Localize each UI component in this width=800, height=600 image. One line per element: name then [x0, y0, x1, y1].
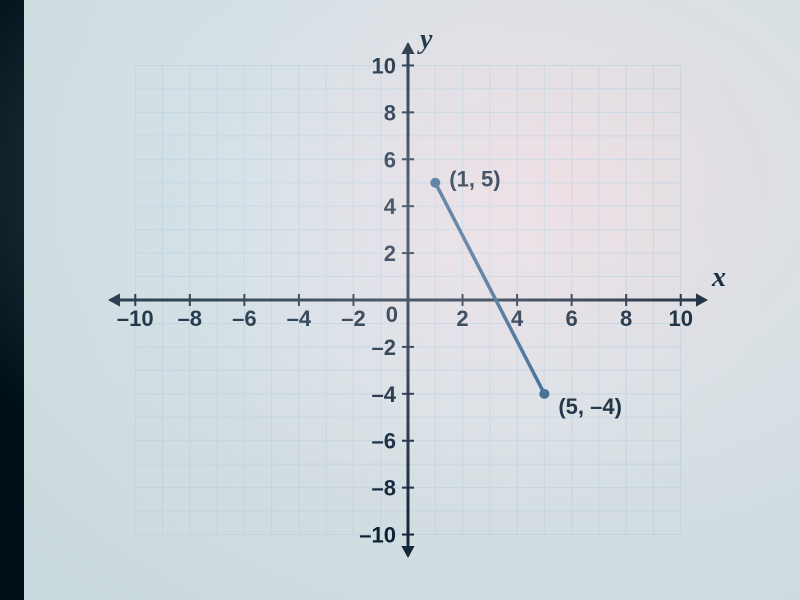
svg-text:–10: –10: [117, 306, 154, 331]
svg-text:0: 0: [386, 302, 398, 327]
svg-text:–2: –2: [341, 306, 365, 331]
svg-text:(5, –4): (5, –4): [558, 394, 622, 419]
svg-text:–10: –10: [359, 523, 396, 548]
svg-text:–8: –8: [372, 476, 396, 501]
coordinate-plane-chart: –10 –8 –6 –4 –2 2 4 6 8 10 –10 –8 –6 –4 –2 2 4 6 8 10 0 x y (1,…: [50, 8, 750, 592]
svg-text:–2: –2: [372, 335, 396, 360]
svg-text:–6: –6: [372, 429, 396, 454]
svg-text:8: 8: [620, 306, 632, 331]
svg-text:y: y: [417, 24, 433, 55]
svg-text:–4: –4: [287, 306, 312, 331]
svg-text:10: 10: [668, 306, 692, 331]
svg-text:6: 6: [566, 306, 578, 331]
svg-text:4: 4: [384, 194, 397, 219]
svg-text:8: 8: [384, 100, 396, 125]
svg-text:x: x: [711, 262, 726, 293]
svg-text:2: 2: [384, 241, 396, 266]
svg-text:–4: –4: [372, 382, 397, 407]
screen-edge-dark: [0, 0, 24, 600]
svg-text:(1, 5): (1, 5): [449, 167, 500, 192]
svg-text:2: 2: [456, 306, 468, 331]
chart-svg: –10 –8 –6 –4 –2 2 4 6 8 10 –10 –8 –6 –4 –2 2 4 6 8 10 0 x y (1,…: [50, 8, 750, 592]
svg-text:6: 6: [384, 147, 396, 172]
svg-text:–8: –8: [178, 306, 202, 331]
svg-text:10: 10: [372, 53, 396, 78]
svg-text:4: 4: [511, 306, 524, 331]
svg-text:–6: –6: [232, 306, 256, 331]
